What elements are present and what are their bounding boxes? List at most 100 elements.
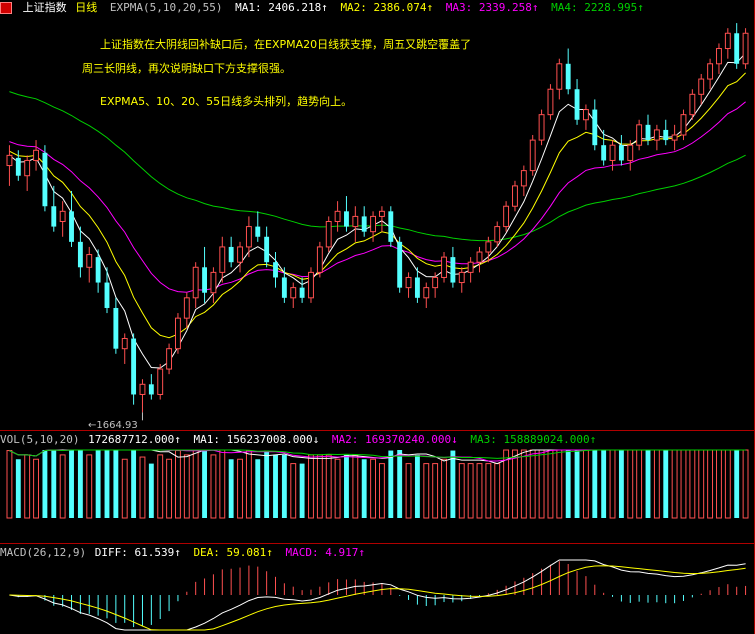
vol-bar-up xyxy=(467,463,474,519)
candle-down xyxy=(592,109,598,146)
candle-down xyxy=(299,287,305,298)
vol-bar-up xyxy=(547,449,554,519)
candle-up xyxy=(671,134,678,141)
candle-up xyxy=(183,297,190,319)
candle-up xyxy=(582,109,589,121)
vol-bar-up xyxy=(175,450,181,519)
candle-up xyxy=(512,185,518,207)
candle-up xyxy=(219,246,226,273)
candle-up xyxy=(503,205,510,228)
candle-up xyxy=(724,32,731,50)
vol-bar-up xyxy=(529,449,536,519)
candle-up xyxy=(698,78,705,95)
vol-bar-down xyxy=(565,450,571,518)
vol-bar-up xyxy=(689,449,696,519)
macd-label: MACD(26,12,9) xyxy=(0,546,87,559)
vol-bar-up xyxy=(237,458,243,519)
candle-down xyxy=(202,267,207,293)
macd-value: MACD: 4.917↑ xyxy=(285,546,366,559)
vol-bar-down xyxy=(69,450,74,518)
vol-bar-down xyxy=(397,450,403,518)
candle-up xyxy=(24,159,31,177)
vol-bar-down xyxy=(361,459,367,518)
macd-panel-border xyxy=(0,543,755,544)
vol-bar-up xyxy=(494,463,501,519)
vol-bar-up xyxy=(724,449,731,519)
candle-up xyxy=(547,88,554,116)
macd-dea: DEA: 59.081↑ xyxy=(193,546,273,559)
candle-up xyxy=(467,261,474,273)
vol-bar-up xyxy=(680,449,687,519)
vol-bar-up xyxy=(121,458,128,519)
vol-bar-up xyxy=(352,454,359,519)
vol-bar-up xyxy=(698,449,705,519)
candle-up xyxy=(334,210,341,222)
vol-bar-down xyxy=(734,450,740,518)
candle-up xyxy=(86,254,93,268)
candle-up xyxy=(290,287,297,299)
ma2-value: MA2: 2386.074↑ xyxy=(340,1,434,14)
candle-up xyxy=(716,48,722,65)
candle-up xyxy=(237,246,243,263)
candle-up xyxy=(6,154,13,167)
vol-value: 172687712.000↑ xyxy=(88,433,181,446)
candle-up xyxy=(405,276,412,289)
vol-bar-up xyxy=(316,454,323,519)
macd-header: MACD(26,12,9) DIFF: 61.539↑ DEA: 59.081↑… xyxy=(0,545,371,561)
vol-ma1: MA1: 156237008.000↓ xyxy=(193,433,320,446)
vol-bar-up xyxy=(405,463,412,519)
candle-down xyxy=(148,384,154,395)
candle-up xyxy=(653,129,660,141)
vol-bar-down xyxy=(42,450,48,518)
vol-bar-down xyxy=(113,450,119,518)
candle-up xyxy=(432,276,439,289)
vol-bar-up xyxy=(653,449,660,519)
candle-up xyxy=(192,266,199,299)
vol-ma2: MA2: 169370240.000↓ xyxy=(331,433,458,446)
vol-ma1-line xyxy=(9,449,746,465)
candle-up xyxy=(316,246,323,273)
main-header: 上证指数 日线 EXPMA(5,10,20,55) MA1: 2406.218↑… xyxy=(0,0,650,16)
vol-bar-up xyxy=(210,454,217,519)
vol-bar-down xyxy=(15,459,21,518)
vol-bar-up xyxy=(742,449,749,519)
vol-bar-up xyxy=(157,454,164,519)
vol-bar-down xyxy=(104,450,110,518)
ma4-line xyxy=(9,91,746,242)
candle-up xyxy=(378,210,385,217)
candle-down xyxy=(131,338,137,395)
vol-bar-up xyxy=(192,449,199,519)
vol-bar-up xyxy=(6,450,13,519)
vol-bar-up xyxy=(707,449,714,519)
vol-bar-down xyxy=(592,450,598,518)
candle-down xyxy=(565,63,571,90)
candle-up xyxy=(441,256,447,278)
vol-bar-up xyxy=(520,449,527,519)
vol-bar-up xyxy=(423,463,430,519)
vol-bar-down xyxy=(281,454,287,518)
vol-ma3: MA3: 158889024.000↑ xyxy=(470,433,597,446)
vol-bar-up xyxy=(512,449,518,519)
candle-up xyxy=(157,368,164,395)
candle-up xyxy=(476,251,483,263)
vol-bar-up xyxy=(503,449,510,519)
annotation-line-1: 上证指数在大阴线回补缺口后，在EXPMA20日线获支撑，周五又跳空覆盖了 xyxy=(100,38,472,51)
index-title: 上证指数 xyxy=(22,1,67,14)
candle-up xyxy=(370,215,377,233)
candle-up xyxy=(707,63,714,80)
ma3-line xyxy=(9,101,746,293)
candle-up xyxy=(556,63,563,90)
vol-bar-up xyxy=(59,454,66,519)
candle-down xyxy=(414,277,420,298)
vol-bar-up xyxy=(609,449,616,519)
app-icon[interactable] xyxy=(0,2,12,14)
candle-down xyxy=(95,257,101,283)
candle-up xyxy=(423,287,430,299)
candle-up xyxy=(529,139,536,172)
candle-up xyxy=(627,144,634,161)
vol-bar-down xyxy=(344,454,349,518)
vol-bar-up xyxy=(627,449,634,519)
period-label[interactable]: 日线 xyxy=(75,1,98,14)
vol-bar-up xyxy=(219,449,226,519)
